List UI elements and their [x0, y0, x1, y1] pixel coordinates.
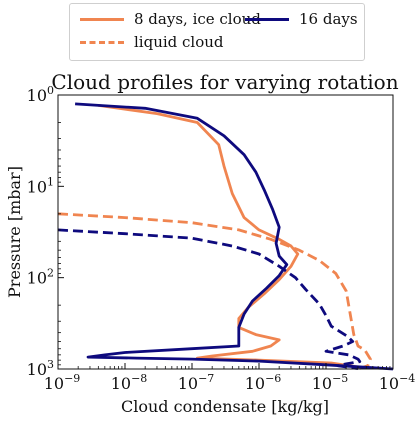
chart-legend: 8 days, ice cloud liquid cloud 16 days [69, 3, 365, 61]
x-tick-label: 10−5 [312, 372, 349, 393]
y-tick-label: 101 [27, 175, 54, 196]
y-tick-label: 100 [27, 84, 54, 105]
x-tick-label: 10−9 [44, 372, 81, 393]
x-axis-label: Cloud condensate [kg/kg] [121, 397, 329, 416]
legend-swatch-ice-8days [80, 17, 124, 21]
series-line-liquid-cloud [57, 212, 372, 371]
legend-entry-liquid: liquid cloud [80, 33, 224, 51]
x-tick-label: 10−7 [178, 372, 215, 393]
series-line-8-days-ice-cloud [98, 104, 359, 369]
x-tick-label: 10−4 [379, 372, 415, 393]
legend-label-16days: 16 days [299, 10, 358, 28]
x-tick-label: 10−8 [111, 372, 148, 393]
y-tick-label: 103 [27, 358, 54, 379]
legend-swatch-liquid [80, 40, 124, 44]
x-tick-label: 10−6 [245, 372, 282, 393]
y-axis-label: Pressure [mbar] [5, 166, 24, 298]
legend-entry-ice-8days: 8 days, ice cloud [80, 10, 261, 28]
chart-title: Cloud profiles for varying rotation [51, 70, 398, 94]
plot-frame [57, 94, 394, 370]
legend-label-liquid: liquid cloud [134, 33, 224, 51]
series-layer [57, 102, 394, 371]
y-tick-label: 102 [27, 267, 54, 288]
ticks-layer: 10−9 10−8 10−7 10−6 10−5 10−4 100 101 102 103 [27, 84, 415, 393]
legend-label-ice-8days: 8 days, ice cloud [134, 10, 261, 28]
series-line-16-days [75, 102, 394, 371]
legend-entry-16days: 16 days [245, 10, 358, 28]
series-line-16-days-liquid-cloud [57, 228, 362, 370]
legend-swatch-16days [245, 17, 289, 21]
